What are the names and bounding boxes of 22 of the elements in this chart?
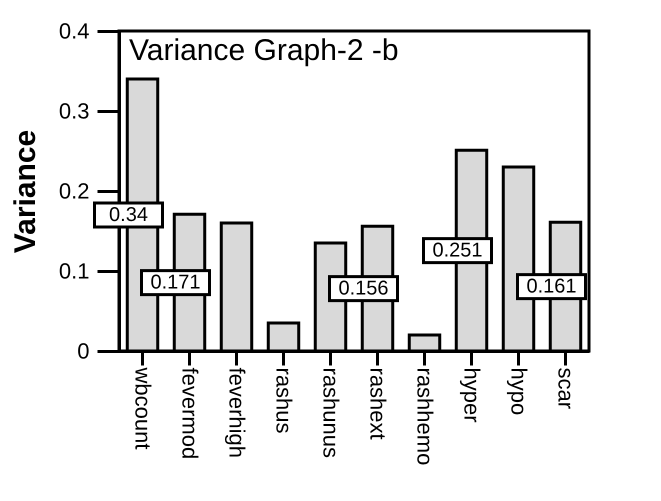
x-tick-label: feverhigh	[224, 368, 250, 458]
y-tick-label: 0	[77, 338, 90, 364]
x-tick-label: hyper	[460, 368, 484, 423]
x-tick-label: fevermod	[178, 368, 202, 460]
data-label: 0.156	[338, 278, 389, 300]
y-tick-label: 0.4	[58, 18, 90, 44]
data-label: 0.171	[150, 272, 201, 294]
chart-title: Variance Graph-2 -b	[129, 34, 399, 67]
x-tick-label: hypo	[506, 368, 532, 416]
y-tick-label: 0.1	[58, 258, 90, 284]
data-label: 0.251	[432, 240, 483, 262]
y-tick-label: 0.3	[58, 98, 90, 124]
y-tick-label: 0.2	[58, 178, 90, 204]
data-label: 0.161	[526, 276, 577, 298]
x-tick-label: rashhemo	[412, 368, 438, 466]
y-axis-title: Variance	[8, 130, 42, 254]
data-label: 0.34	[109, 204, 148, 226]
x-tick-label: rashext	[366, 368, 390, 440]
x-tick-label: rashus	[272, 368, 296, 434]
x-tick-label: scar	[554, 368, 578, 410]
x-tick-label: wbcount	[130, 366, 156, 450]
x-tick-label: rashunus	[318, 368, 344, 458]
